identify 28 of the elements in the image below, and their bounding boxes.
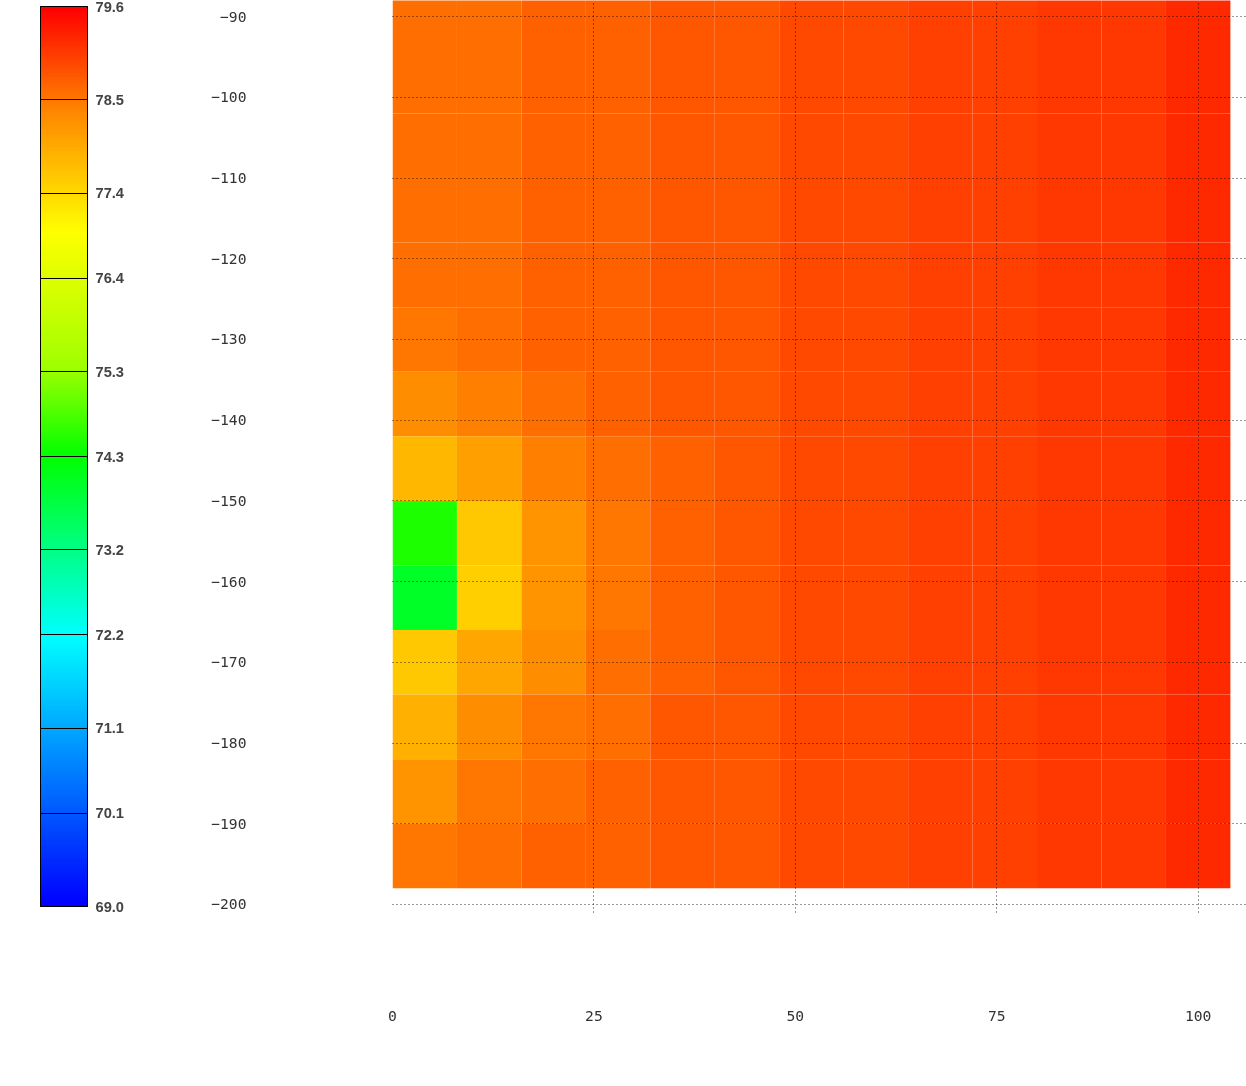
color-bar-label: 76.4 [95,270,125,287]
color-bar-label: 77.4 [95,185,125,202]
y-tick-label: −110 [211,169,247,187]
color-bar-label: 73.2 [95,541,125,558]
color-bar-label: 79.6 [95,0,125,15]
y-tick-label: −170 [211,653,247,671]
y-tick-label: −150 [211,491,247,509]
color-bar-label: 71.1 [95,720,125,737]
x-tick-label: 0 [388,1006,397,1024]
color-bar-label: 78.5 [95,91,125,108]
y-tick-label: −190 [211,814,247,832]
color-bar-label: 69.0 [95,898,125,915]
x-tick-label: 75 [987,1006,1006,1024]
y-tick-label: −200 [211,895,247,913]
color-bar-label: 70.1 [95,805,125,822]
y-tick-label: −140 [211,411,247,429]
color-bar-label: 74.3 [95,448,125,465]
y-tick-label: −130 [211,330,247,348]
x-tick-label: 50 [786,1006,805,1024]
y-tick-label: −90 [220,7,247,25]
x-tick-label: 25 [585,1006,603,1024]
y-tick-label: −180 [211,734,247,752]
x-tick-label: 100 [1184,1006,1212,1024]
color-bar-label: 72.2 [95,626,125,643]
y-tick-label: −100 [211,88,247,106]
color-bar-label: 75.3 [95,363,125,380]
y-tick-label: −160 [211,572,247,590]
y-tick-label: −120 [211,249,247,267]
